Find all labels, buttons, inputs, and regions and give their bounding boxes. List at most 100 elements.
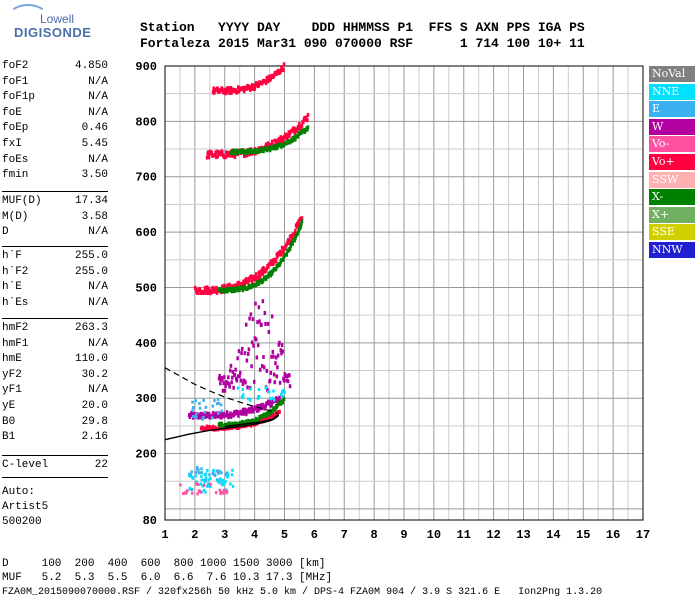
echo-point (276, 353, 280, 358)
param-key: yF1 (2, 384, 22, 397)
echo-point (204, 490, 207, 494)
echo-point (243, 409, 246, 414)
echo-point (279, 68, 283, 73)
echo-point (231, 484, 235, 488)
echo-point (269, 273, 273, 278)
echo-point (254, 272, 258, 277)
echo-point (256, 275, 260, 280)
echo-point (225, 153, 229, 158)
echo-point (219, 490, 223, 494)
echo-point (202, 398, 205, 402)
param-value: N/A (88, 226, 108, 239)
echo-point (221, 284, 224, 289)
echo-point (254, 147, 258, 152)
param-value: 263.3 (74, 322, 108, 334)
echo-point (275, 397, 279, 402)
echo-point (245, 86, 249, 91)
echo-point (245, 153, 249, 158)
echo-point (268, 261, 272, 266)
echo-point (237, 85, 240, 90)
echo-point (262, 354, 265, 359)
param-key: fmin (2, 169, 29, 182)
echo-point (288, 384, 292, 389)
echo-point (218, 423, 221, 428)
param-row: fmin 3.50 (2, 169, 108, 185)
echo-point (278, 70, 282, 75)
echo-point (221, 478, 225, 482)
echo-point (205, 288, 208, 293)
echo-point (287, 238, 290, 243)
echo-point (279, 135, 283, 140)
param-row: D N/A (2, 226, 108, 242)
echo-point (298, 121, 301, 126)
echo-point (213, 90, 216, 95)
echo-point (236, 356, 239, 361)
echo-point (182, 492, 185, 496)
x-tick-label: 2 (191, 528, 198, 542)
echo-point (290, 236, 294, 241)
echo-point (270, 354, 273, 359)
echo-point (261, 299, 265, 304)
echo-point (231, 151, 234, 156)
echo-point (266, 274, 270, 279)
echo-point (237, 374, 240, 379)
echo-point (262, 265, 265, 270)
echo-point (208, 288, 211, 293)
echo-point (208, 473, 211, 477)
echo-point (282, 139, 285, 144)
echo-point (232, 413, 235, 418)
echo-point (245, 412, 248, 417)
param-separator (2, 246, 108, 247)
echo-point (288, 241, 291, 246)
echo-point (268, 378, 272, 383)
echo-point (210, 150, 213, 155)
echo-point (231, 375, 234, 380)
echo-point (202, 412, 206, 417)
echo-point (243, 378, 246, 383)
echo-point (207, 478, 211, 482)
param-row: B0 29.8 (2, 416, 108, 432)
x-tick-label: 7 (341, 528, 348, 542)
echo-point (262, 365, 266, 370)
echo-point (200, 411, 204, 416)
echo-point (271, 349, 275, 354)
echo-point (212, 286, 215, 291)
echo-point (273, 138, 277, 143)
echo-point (224, 384, 227, 389)
param-separator (2, 318, 108, 319)
echo-point (273, 413, 277, 418)
echo-point (188, 473, 191, 477)
echo-point (254, 337, 258, 342)
echo-point (264, 414, 268, 419)
echo-point (219, 88, 223, 93)
echo-point (241, 285, 244, 290)
logo-brand-bottom: DIGISONDE (14, 25, 92, 40)
echo-point (269, 397, 272, 401)
param-value: 29.8 (81, 415, 108, 428)
echo-point (289, 244, 292, 249)
echo-point (259, 403, 262, 408)
x-tick-label: 14 (546, 528, 560, 542)
echo-point (261, 271, 265, 276)
param-value: N/A (88, 153, 108, 166)
echo-point (294, 126, 297, 131)
echo-point (228, 414, 231, 419)
echo-point (250, 405, 253, 410)
echo-point (278, 340, 281, 345)
muf-row: MUF 5.2 5.3 5.5 6.0 6.6 7.6 10.3 17.3 [M… (2, 572, 333, 584)
y-tick-label: 300 (135, 392, 157, 406)
echo-point (255, 408, 259, 413)
echo-point (215, 478, 219, 482)
echo-point (191, 476, 195, 480)
auto-label: Auto: (2, 486, 36, 498)
echo-point (219, 403, 223, 407)
param-row: h`E N/A (2, 281, 108, 297)
echo-point (260, 323, 263, 328)
echo-point (205, 411, 209, 416)
echo-point (222, 488, 226, 492)
param-value: 4.850 (74, 60, 108, 72)
echo-point (200, 474, 203, 478)
echo-point (179, 483, 182, 487)
echo-point (224, 480, 227, 484)
